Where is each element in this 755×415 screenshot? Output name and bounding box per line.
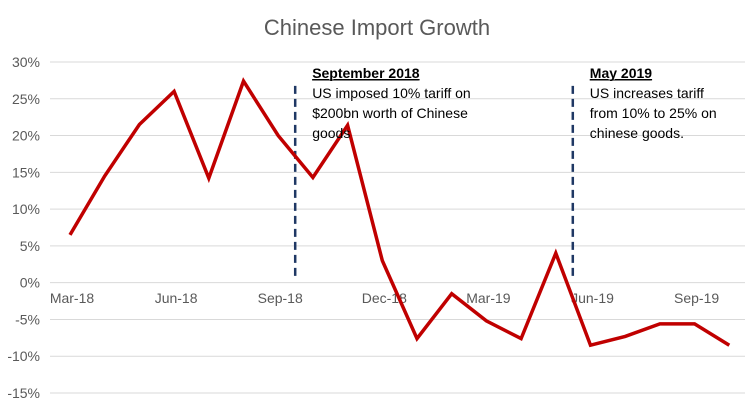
x-tick-label: Mar-19 <box>466 290 511 306</box>
x-tick-label: Sep-18 <box>258 290 303 306</box>
annotation-text: US imposed 10% tariff on <box>312 85 471 101</box>
series-group <box>68 77 731 348</box>
annotation-markers <box>293 85 575 278</box>
x-axis-ticks: Mar-18 Jun-18 Sep-18 Dec-18 Mar-19 Jun-19 Sep-… <box>50 290 720 306</box>
y-tick-label: 0% <box>20 275 40 291</box>
x-tick-label: Jun-18 <box>155 290 198 306</box>
x-tick-label: Sep-19 <box>674 290 719 306</box>
y-tick-label: -15% <box>7 385 40 401</box>
y-tick-label: 25% <box>12 91 40 107</box>
chart-title: Chinese Import Growth <box>264 15 490 40</box>
series-line <box>68 77 731 348</box>
y-tick-label: 20% <box>12 128 40 144</box>
annotation-text: $200bn worth of Chinese <box>312 105 468 121</box>
annotation-heading: September 2018 <box>312 65 420 81</box>
y-axis-ticks: 30% 25% 20% 15% 10% 5% 0% -5% -10% -15% <box>7 54 40 401</box>
x-tick-label: Mar-18 <box>50 290 95 306</box>
y-tick-label: 30% <box>12 54 40 70</box>
annotation-text: US increases tariff <box>590 85 704 101</box>
y-tick-label: -10% <box>7 348 40 364</box>
x-tick-label: Jun-19 <box>571 290 614 306</box>
annotation-text: from 10% to 25% on <box>590 105 717 121</box>
y-tick-label: 10% <box>12 201 40 217</box>
y-tick-label: 15% <box>12 164 40 180</box>
annotation-text: goods <box>312 125 350 141</box>
annotation-text: chinese goods. <box>590 125 684 141</box>
annotation-heading: May 2019 <box>590 65 652 81</box>
annotations: September 2018 US imposed 10% tariff on $2… <box>312 65 717 141</box>
y-tick-label: 5% <box>20 238 40 254</box>
y-tick-label: -5% <box>15 311 40 327</box>
